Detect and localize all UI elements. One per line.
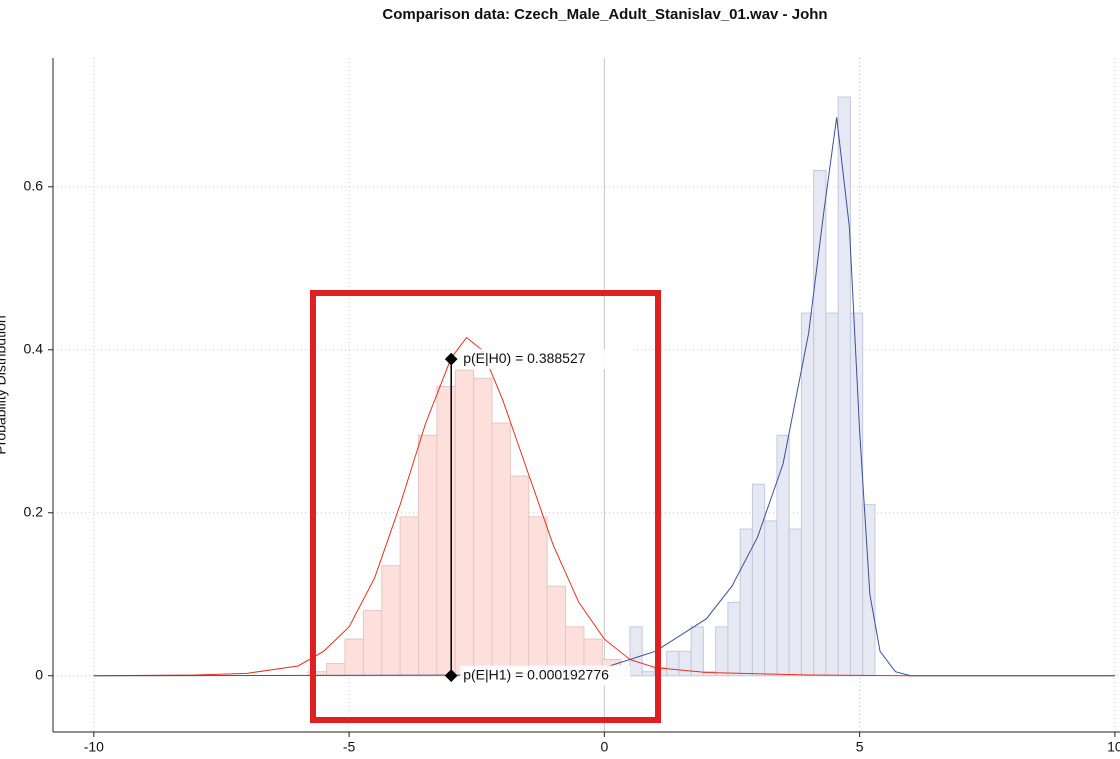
histogram-bar	[715, 626, 729, 677]
histogram-bar	[326, 663, 346, 677]
y-tick-label: 0.4	[24, 340, 44, 356]
histogram-bar	[666, 650, 680, 677]
axes: -10 -5 0 5 10 0 0.2 0.4 0.6	[24, 58, 1120, 755]
histogram-bar	[690, 626, 704, 677]
x-tick-label: -10	[84, 739, 104, 755]
y-tick-label: 0.6	[24, 177, 44, 193]
histogram-bar	[473, 377, 493, 677]
annotation-bg	[460, 665, 631, 686]
x-tick-label: 10	[1107, 739, 1120, 755]
histogram-bar	[344, 638, 364, 677]
highlight-box	[310, 290, 661, 723]
grid	[53, 58, 1120, 732]
histogram-bar	[788, 528, 802, 677]
y-tick-label: 0.2	[24, 503, 44, 519]
annotation-label: p(E|H0) = 0.388527	[463, 350, 586, 366]
histogram-bar	[454, 369, 475, 677]
histogram-bar	[362, 610, 383, 677]
y-tick-label: 0	[35, 666, 43, 682]
histogram-bar	[528, 516, 548, 677]
histogram-bar	[399, 516, 420, 677]
histogram-bar	[641, 671, 655, 677]
histogram-bar	[862, 504, 876, 677]
density-curve	[93, 117, 1115, 677]
histogram-bar	[764, 520, 778, 677]
histogram-bar	[629, 626, 643, 677]
x-tick-label: -5	[343, 739, 356, 755]
histogram-bar	[509, 475, 530, 677]
chart-title: Comparison data: Czech_Male_Adult_Stanis…	[382, 6, 827, 23]
plot-area: p(E|H0) = 0.388527 p(E|H1) = 0.000192776	[93, 58, 1115, 732]
annotation-bg	[460, 349, 631, 370]
histogram-bar	[776, 434, 790, 677]
histogram-bar	[546, 585, 567, 677]
histogram-bar	[678, 650, 692, 677]
y-axis-label: Probability Distribution	[0, 315, 9, 454]
histogram-bar	[436, 385, 456, 677]
histogram-bar	[825, 312, 839, 677]
annotation-label: p(E|H1) = 0.000192776	[463, 666, 609, 682]
x-tick-label: 0	[600, 739, 608, 755]
histogram-bar	[418, 434, 438, 677]
histogram-bar	[727, 601, 741, 677]
annotation-marker	[444, 352, 458, 366]
histogram-bar	[491, 422, 511, 677]
x-tick-label: 5	[856, 739, 864, 755]
histogram-bar	[800, 312, 815, 677]
histogram-bar	[751, 483, 766, 677]
histogram-bar	[381, 565, 401, 677]
